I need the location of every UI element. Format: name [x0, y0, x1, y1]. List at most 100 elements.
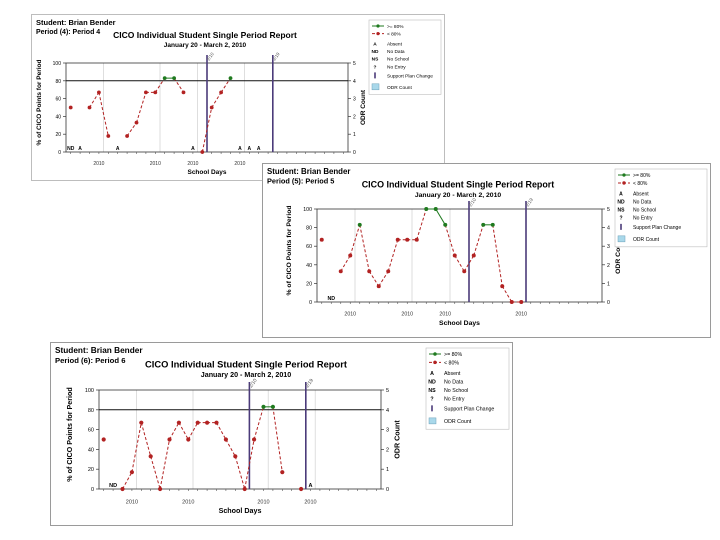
y2-tick-label: 3 — [386, 428, 389, 434]
data-point — [209, 105, 214, 110]
legend-plan-change-text: Support Plan Change — [633, 225, 681, 231]
data-point — [101, 437, 106, 442]
x-month-label: 2010 — [126, 499, 138, 505]
data-point — [158, 486, 163, 492]
day-code-marker: A — [191, 146, 195, 152]
series-line-segment — [378, 271, 389, 287]
series-line-segment — [359, 224, 370, 272]
legend-plan-change-text: Support Plan Change — [387, 73, 433, 79]
y2-tick-label: 4 — [353, 79, 356, 85]
data-point — [162, 76, 167, 81]
y-axis-title: % of CICO Points for Period — [36, 59, 43, 145]
data-point — [144, 90, 148, 95]
series-line-segment — [126, 122, 137, 137]
chart-title: CICO Individual Student Single Period Re… — [113, 30, 297, 40]
x-axis-title: School Days — [439, 320, 480, 327]
data-point — [386, 269, 391, 274]
plan-change-label: 2/10 — [206, 51, 215, 61]
data-point — [481, 222, 486, 227]
student-label: Student: Brian Bender — [55, 346, 143, 355]
data-point — [319, 237, 324, 242]
y2-tick-label: 5 — [353, 61, 356, 67]
y2-axis-title: ODR Count — [360, 89, 367, 125]
student-label: Student: Brian Bender — [36, 18, 116, 27]
plan-change-label: 2/19 — [525, 197, 535, 208]
legend-low-text: < 80% — [387, 32, 401, 38]
y2-tick-label: 3 — [607, 244, 610, 250]
legend-odr-swatch — [371, 83, 380, 91]
data-point — [97, 90, 101, 95]
data-point — [433, 207, 438, 211]
series-line-segment — [187, 422, 199, 440]
y2-tick-label: 2 — [353, 114, 356, 120]
y2-tick-label: 5 — [607, 207, 610, 213]
y-tick-label: 0 — [58, 150, 61, 156]
period-label: Period (4): Period 4 — [36, 29, 100, 36]
y2-axis-title: ODR Count — [394, 420, 402, 459]
data-point — [153, 90, 158, 95]
data-point — [395, 237, 400, 242]
legend-code-text: Absent — [444, 371, 461, 377]
series-line-segment — [387, 239, 399, 272]
data-point — [120, 486, 125, 492]
legend-code: ND — [617, 199, 625, 205]
legend-code-text: No School — [633, 207, 656, 213]
data-point — [424, 207, 429, 211]
legend-code-text: No School — [444, 388, 468, 394]
y2-tick-label: 1 — [386, 467, 389, 473]
data-point — [367, 269, 372, 274]
legend-code: A — [430, 371, 434, 377]
data-point — [129, 470, 134, 475]
data-point — [176, 420, 181, 425]
legend-box — [614, 168, 708, 248]
series-line-segment — [140, 422, 152, 457]
legend-code: NS — [372, 57, 379, 63]
y2-tick-label: 4 — [386, 408, 389, 414]
legend-high-text: >= 80% — [444, 352, 462, 358]
student-label: Student: Brian Bender — [267, 167, 350, 176]
series-line-segment — [340, 255, 351, 272]
y-axis-title: % of CICO Points for Period — [66, 387, 74, 481]
data-point — [471, 253, 476, 258]
data-point — [270, 404, 275, 409]
data-point — [462, 269, 467, 274]
series-line-segment — [272, 406, 283, 473]
y2-tick-label: 0 — [607, 300, 610, 306]
y-tick-label: 20 — [88, 467, 94, 473]
day-code-marker: A — [78, 146, 82, 152]
legend-odr-text: ODR Count — [633, 237, 660, 243]
period-label: Period (5): Period 5 — [267, 176, 334, 185]
y-tick-label: 60 — [306, 244, 312, 250]
data-point — [68, 105, 73, 110]
legend-high-text: >= 80% — [387, 24, 404, 30]
report-panel-period-4: Student: Brian Bender Period (4): Period … — [31, 14, 445, 181]
legend-code: ND — [372, 49, 379, 55]
legend-code-text: Absent — [387, 41, 403, 47]
x-month-label: 2010 — [515, 312, 527, 318]
chart-title: CICO Individual Student Single Period Re… — [362, 180, 555, 190]
data-point — [200, 150, 205, 154]
data-point — [139, 420, 144, 425]
legend-plan-change-text: Support Plan Change — [444, 406, 494, 412]
data-point — [509, 300, 514, 304]
series-line-segment — [220, 77, 231, 93]
data-point — [186, 437, 191, 442]
y-tick-label: 60 — [55, 97, 61, 103]
day-code-marker: ND — [109, 483, 117, 489]
day-code-marker: A — [247, 146, 251, 152]
data-point — [228, 76, 233, 81]
series-line-segment — [416, 208, 427, 240]
x-month-label: 2010 — [401, 312, 413, 318]
data-point — [195, 420, 200, 425]
y-tick-label: 60 — [88, 428, 94, 434]
legend-high-marker — [376, 24, 380, 28]
legend-code: A — [619, 191, 623, 197]
y-tick-label: 0 — [309, 300, 312, 306]
series-line-segment — [173, 77, 184, 93]
data-point — [167, 437, 172, 442]
report-chart-svg: Student: Brian Bender Period (4): Period … — [36, 18, 442, 176]
series-line-segment — [234, 456, 246, 490]
series-line-segment — [253, 406, 264, 440]
